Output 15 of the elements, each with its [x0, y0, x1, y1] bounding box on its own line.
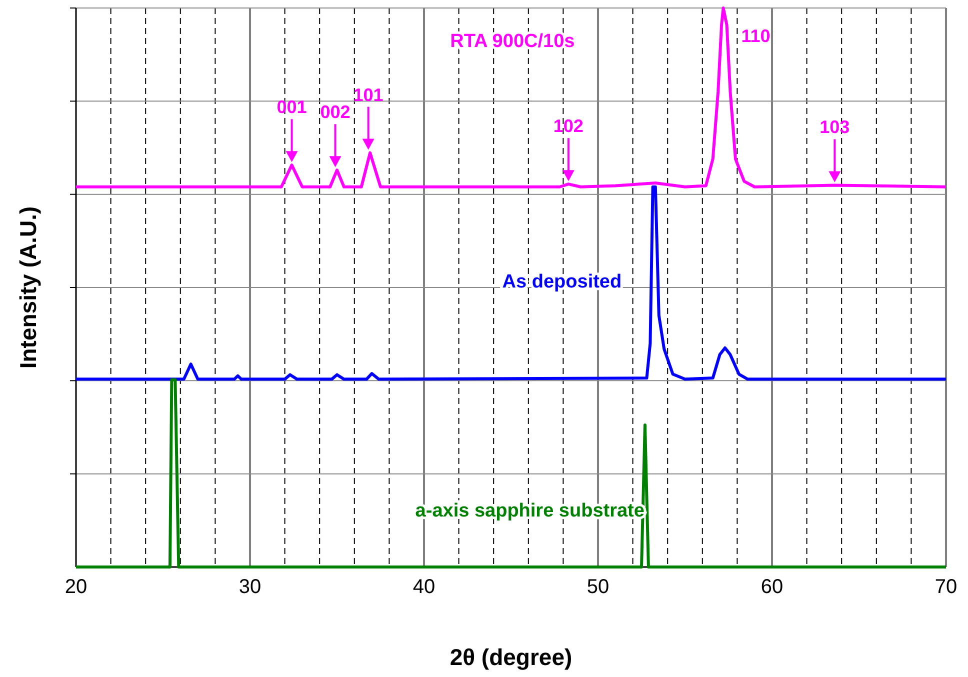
y-axis-title: Intensity (A.U.) — [15, 206, 41, 369]
x-tick-label: 40 — [412, 576, 436, 598]
annotation: 110 — [741, 26, 770, 46]
annotation: 103 — [820, 117, 850, 138]
x-tick-label: 60 — [760, 576, 784, 598]
x-axis-title: 2θ (degree) — [450, 644, 572, 670]
x-tick-label: 20 — [64, 576, 88, 598]
x-tick-label: 70 — [934, 576, 958, 598]
text: RTA 900C/10s — [450, 31, 575, 52]
annotation: 001 — [276, 97, 307, 118]
annotation: 101 — [353, 84, 384, 105]
x-tick-label: 50 — [586, 576, 610, 598]
x-tick-label: 30 — [238, 576, 262, 598]
annotation: 002 — [320, 102, 350, 122]
annotation: 102 — [553, 116, 584, 136]
